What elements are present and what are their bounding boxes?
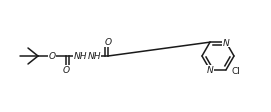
Text: O: O	[62, 66, 70, 75]
Text: N: N	[207, 66, 213, 75]
Text: O: O	[104, 38, 112, 47]
Text: N: N	[222, 38, 229, 47]
Text: O: O	[49, 52, 56, 61]
Text: Cl: Cl	[231, 67, 240, 76]
Text: NH: NH	[87, 52, 101, 61]
Text: NH: NH	[73, 52, 87, 61]
